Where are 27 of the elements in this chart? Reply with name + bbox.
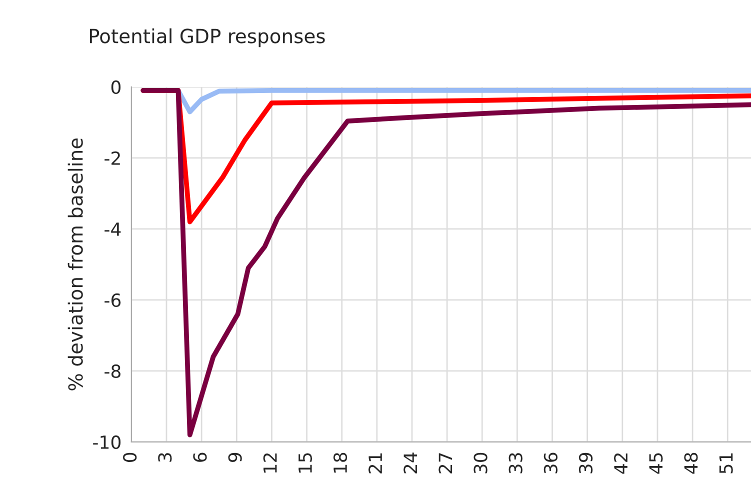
x-tick-label: 18 [333,452,348,473]
x-tick-label: 9 [228,452,242,462]
y-tick-label: 0 [111,80,121,94]
x-tick-label: 27 [438,453,452,474]
x-tick-label: 39 [578,452,593,474]
x-tick-label: 30 [474,452,488,474]
x-tick-label: 24 [404,452,417,474]
x-tick-label: 3 [158,453,172,462]
x-tick-label: 21 [368,453,382,474]
x-tick-label: 51 [719,453,733,474]
x-tick-label: 42 [614,453,628,474]
y-tick-label: -6 [104,293,121,308]
x-tick-label: 36 [544,452,558,474]
x-tick-label: 33 [508,453,522,474]
y-tick-label: -2 [104,151,120,165]
y-tick-label: -4 [104,222,121,236]
chart-title: Potential GDP responses [90,28,325,48]
x-tick-label: 12 [263,453,277,473]
x-tick-label: 48 [684,452,698,474]
y-tick-label: -8 [104,364,120,378]
x-tick-label: 15 [298,453,312,473]
x-tick-label: 45 [649,453,663,474]
line-series [140,88,751,438]
x-tick-label: 0 [123,452,137,462]
x-tick-label: 6 [193,452,207,462]
y-tick-label: -10 [93,435,121,450]
y-axis-title: % deviation from baseline [68,138,83,390]
